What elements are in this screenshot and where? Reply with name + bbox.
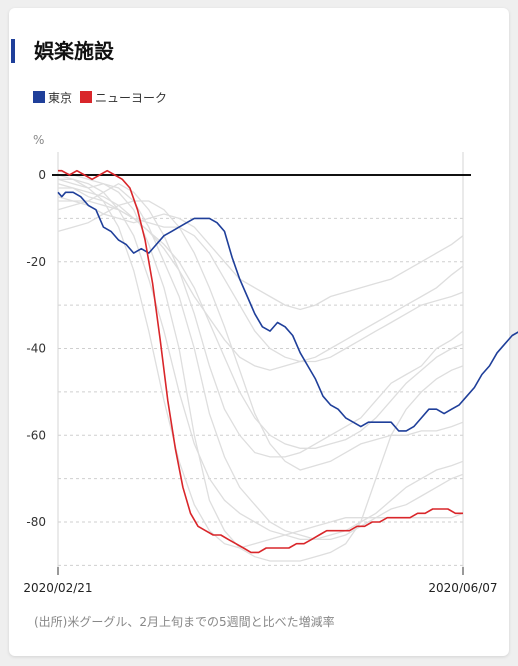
series-line-tokyo (57, 191, 518, 432)
background-series-line (57, 178, 464, 562)
y-tick-label: -20 (26, 255, 46, 269)
background-series-line (57, 196, 464, 311)
legend-swatch-newyork (80, 91, 93, 103)
background-series-line (57, 183, 464, 449)
title-accent-bar (11, 39, 15, 63)
legend-item-tokyo: 東京 (33, 89, 72, 106)
background-lines (57, 170, 464, 562)
background-series-line (57, 200, 464, 471)
series-line-newyork (58, 169, 463, 554)
background-series-line (57, 182, 464, 458)
background-series-line (57, 174, 464, 549)
y-tick-label: 0 (38, 168, 46, 182)
background-series-line (58, 178, 464, 541)
y-tick-label: -80 (26, 515, 46, 529)
legend: 東京 ニューヨーク (33, 88, 175, 106)
background-series-line (58, 187, 464, 363)
x-tick-label-start: 2020/02/21 (23, 581, 92, 595)
axes: 0 -20 -40 -60 -80 2020/02/21 2020/06/07 (23, 168, 497, 595)
y-tick-label: -60 (26, 428, 46, 442)
y-tick-label: -40 (26, 342, 46, 356)
legend-label-newyork: ニューヨーク (95, 90, 168, 105)
background-series-line (57, 170, 464, 541)
y-axis-unit: % (33, 133, 45, 147)
legend-swatch-tokyo (33, 91, 45, 103)
chart-title: 娯楽施設 (34, 39, 114, 63)
x-tick-label-end: 2020/06/07 (428, 581, 497, 595)
grid (57, 152, 464, 567)
background-series-line (58, 200, 464, 371)
legend-label-tokyo: 東京 (48, 90, 73, 105)
source-note: (出所)米グーグル、2月上旬までの5週間と比べた増減率 (34, 615, 335, 629)
series-lines (57, 169, 518, 554)
legend-item-newyork: ニューヨーク (80, 89, 167, 106)
chart-card: 娯楽施設 東京 ニューヨーク % (出所)米グーグル、2月上旬までの5週間と比べ… (9, 8, 509, 656)
